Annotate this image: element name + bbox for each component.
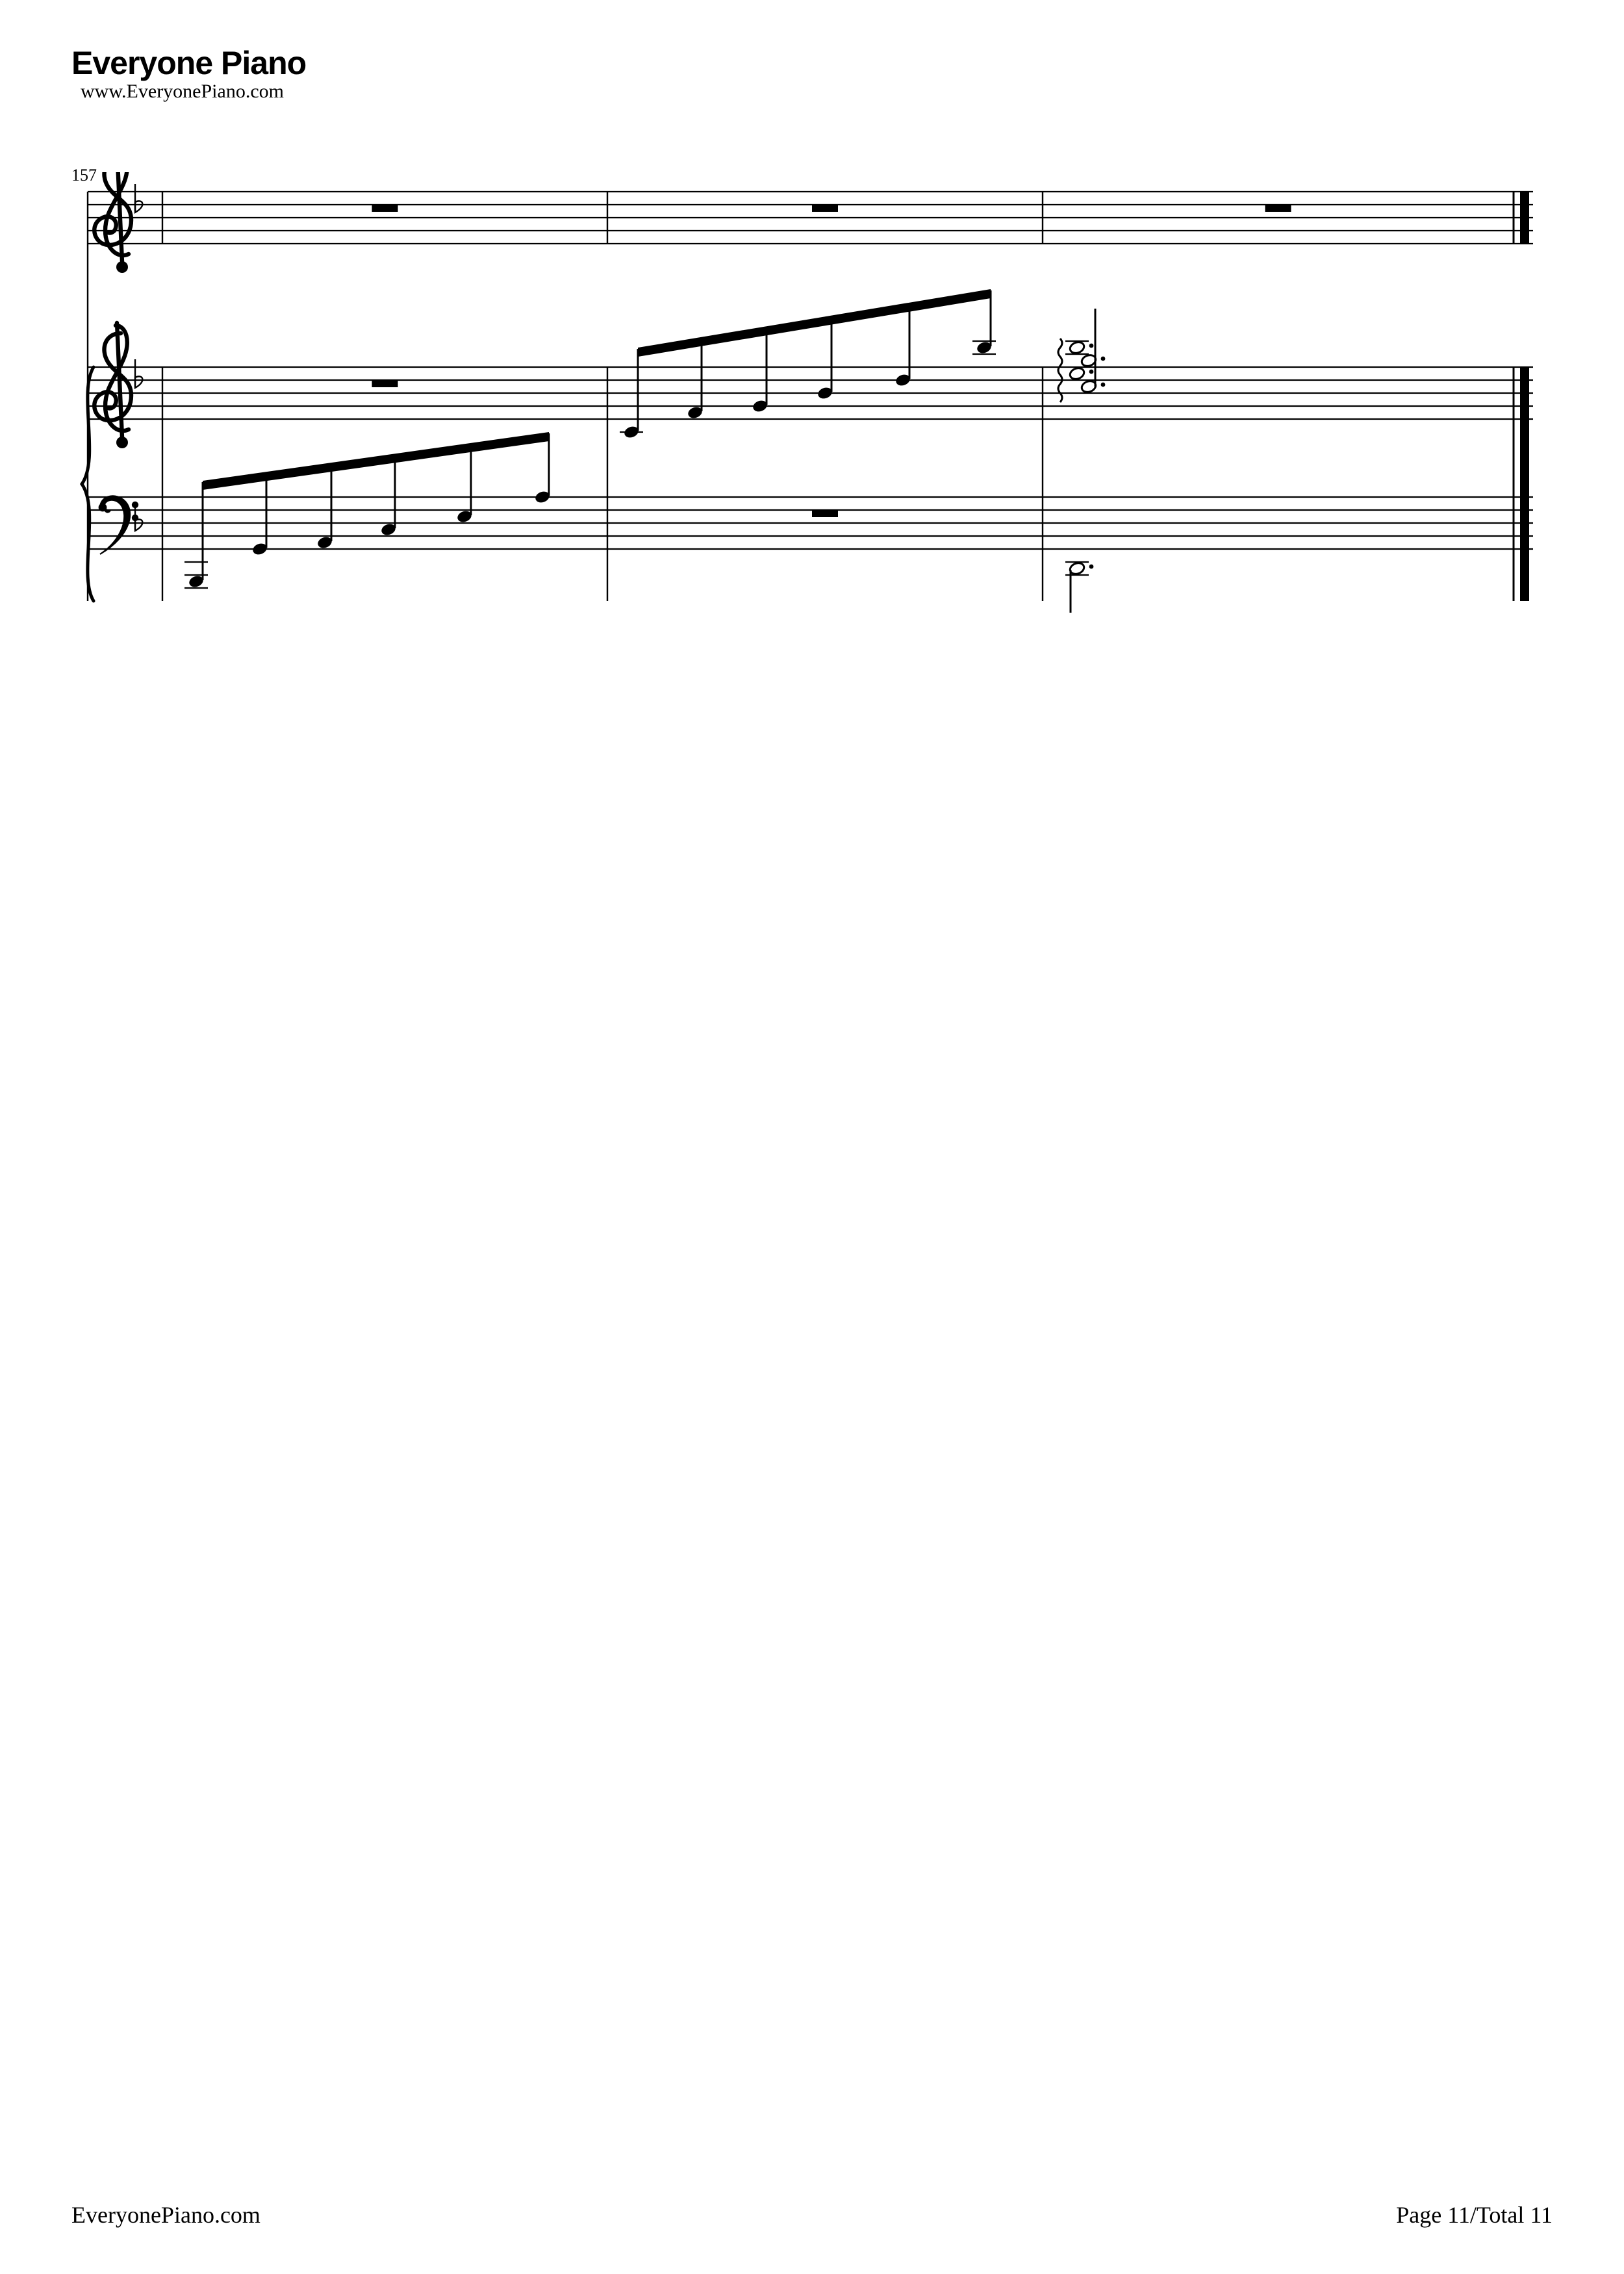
footer-page: Page 11/Total 11 <box>1396 2201 1553 2229</box>
footer-site: EveryonePiano.com <box>71 2201 260 2229</box>
music-score: 157 <box>78 172 1546 614</box>
site-title: Everyone Piano <box>71 44 306 82</box>
page-footer: EveryonePiano.com Page 11/Total 11 <box>71 2201 1553 2229</box>
score-svg <box>78 172 1546 614</box>
measure-number: 157 <box>71 166 97 185</box>
page-header: Everyone Piano www.EveryonePiano.com <box>71 44 306 103</box>
site-url: www.EveryonePiano.com <box>81 81 306 103</box>
